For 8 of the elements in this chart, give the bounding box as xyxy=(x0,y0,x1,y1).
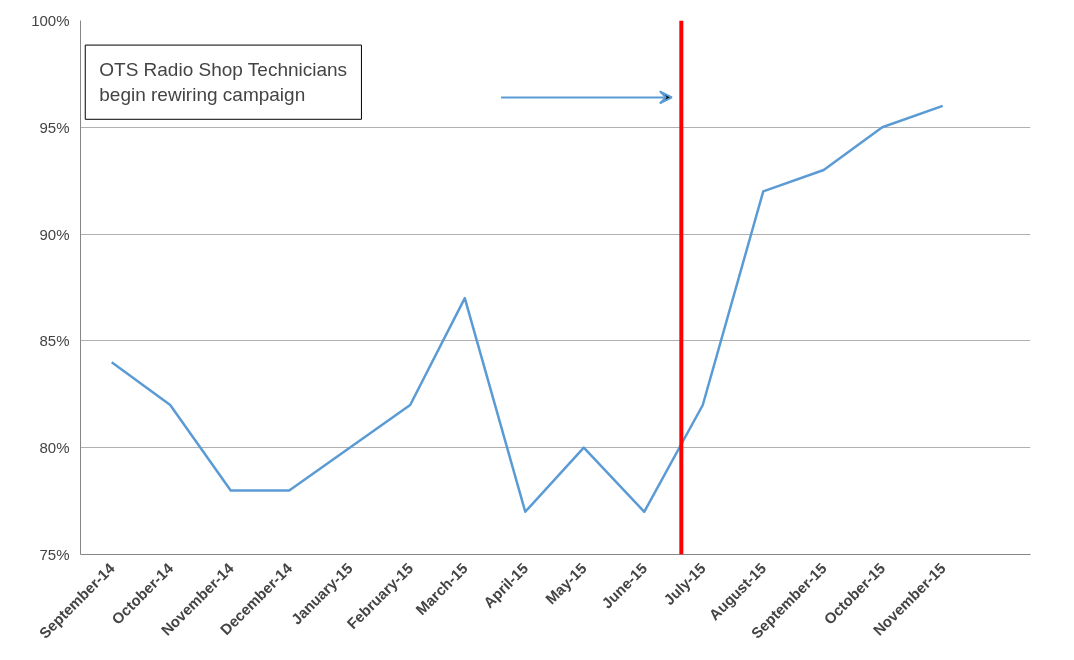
y-tick-label: 95% xyxy=(39,118,70,136)
y-tick-label: 90% xyxy=(39,225,70,243)
line-series xyxy=(110,104,944,514)
y-tick-label: 100% xyxy=(31,12,70,29)
y-tick-label: 85% xyxy=(39,332,70,350)
annotation: OTS Radio Shop Technicians begin rewiring campaign xyxy=(99,59,348,106)
y-tick-label: 80% xyxy=(39,439,70,457)
y-tick-label: 75% xyxy=(39,546,70,563)
